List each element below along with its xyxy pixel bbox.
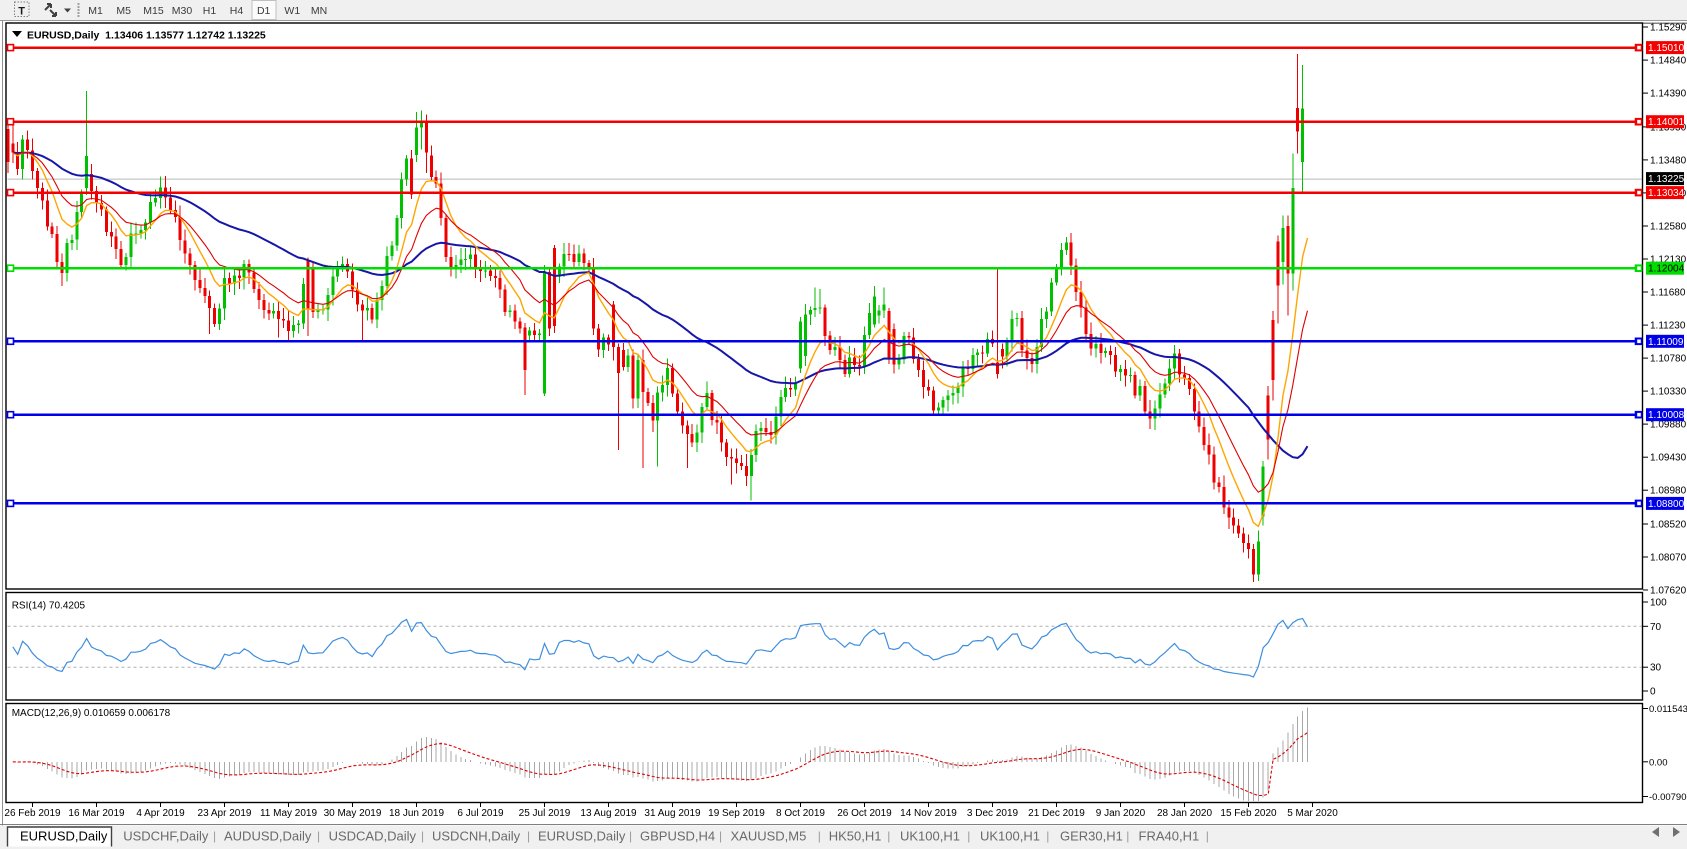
svg-text:1.09430: 1.09430	[1650, 453, 1687, 464]
svg-text:1.11009: 1.11009	[1648, 337, 1684, 348]
svg-text:1.11230: 1.11230	[1650, 321, 1686, 332]
svg-text:25 Jul 2019: 25 Jul 2019	[519, 808, 571, 819]
svg-text:USDCAD,Daily: USDCAD,Daily	[329, 829, 417, 844]
svg-text:EURUSD,Daily 1.13406 1.13577: EURUSD,Daily 1.13406 1.13577 1.12742 1.1…	[27, 30, 266, 42]
svg-text:USDCHF,Daily: USDCHF,Daily	[123, 829, 209, 844]
svg-text:1.08800: 1.08800	[1648, 499, 1685, 510]
svg-text:0.011543: 0.011543	[1649, 704, 1687, 715]
svg-text:|: |	[1046, 829, 1049, 843]
svg-text:1.13225: 1.13225	[1648, 174, 1685, 185]
svg-text:1.08980: 1.08980	[1650, 486, 1687, 497]
svg-text:0.00: 0.00	[1649, 757, 1668, 768]
svg-text:MN: MN	[311, 5, 327, 17]
svg-text:19 Sep 2019: 19 Sep 2019	[708, 808, 765, 819]
svg-text:-0.007908: -0.007908	[1649, 792, 1687, 803]
svg-text:26 Feb 2019: 26 Feb 2019	[4, 808, 61, 819]
svg-text:UK100,H1: UK100,H1	[900, 829, 960, 844]
svg-text:1.12580: 1.12580	[1650, 222, 1687, 233]
svg-text:EURUSD,Daily: EURUSD,Daily	[20, 829, 108, 844]
svg-text:|: |	[818, 829, 821, 843]
svg-text:UK100,H1: UK100,H1	[980, 829, 1040, 844]
svg-text:30 May 2019: 30 May 2019	[324, 808, 382, 819]
svg-text:16 Mar 2019: 16 Mar 2019	[68, 808, 125, 819]
svg-text:1.12130: 1.12130	[1650, 255, 1687, 266]
svg-text:4 Apr 2019: 4 Apr 2019	[136, 808, 185, 819]
svg-text:GBPUSD,H4: GBPUSD,H4	[640, 829, 715, 844]
svg-text:M15: M15	[143, 5, 164, 17]
svg-text:9 Jan 2020: 9 Jan 2020	[1096, 808, 1146, 819]
svg-text:5 Mar 2020: 5 Mar 2020	[1287, 808, 1338, 819]
svg-text:|: |	[967, 829, 970, 843]
svg-text:1.14001: 1.14001	[1648, 117, 1685, 128]
svg-text:1.13480: 1.13480	[1650, 155, 1687, 166]
svg-text:W1: W1	[284, 5, 300, 17]
svg-text:1.15290: 1.15290	[1650, 23, 1687, 34]
svg-text:H4: H4	[230, 5, 244, 17]
svg-text:21 Dec 2019: 21 Dec 2019	[1028, 808, 1085, 819]
svg-text:18 Jun 2019: 18 Jun 2019	[389, 808, 444, 819]
svg-text:13 Aug 2019: 13 Aug 2019	[580, 808, 637, 819]
svg-text:8 Oct 2019: 8 Oct 2019	[776, 808, 825, 819]
svg-text:|: |	[629, 829, 632, 843]
svg-text:USDCNH,Daily: USDCNH,Daily	[432, 829, 521, 844]
svg-text:23 Apr 2019: 23 Apr 2019	[198, 808, 252, 819]
svg-text:|: |	[1206, 829, 1209, 843]
svg-text:|: |	[527, 829, 530, 843]
svg-text:GER30,H1: GER30,H1	[1060, 829, 1123, 844]
svg-text:MACD(12,26,9) 0.010659 0.00617: MACD(12,26,9) 0.010659 0.006178	[12, 708, 171, 719]
svg-text:M1: M1	[88, 5, 103, 17]
svg-text:RSI(14) 70.4205: RSI(14) 70.4205	[12, 601, 86, 612]
svg-text:31 Aug 2019: 31 Aug 2019	[644, 808, 701, 819]
svg-text:1.14390: 1.14390	[1650, 89, 1687, 100]
svg-text:EURUSD,Daily: EURUSD,Daily	[538, 829, 626, 844]
svg-text:|: |	[421, 829, 424, 843]
svg-text:H1: H1	[203, 5, 217, 17]
svg-text:|: |	[719, 829, 722, 843]
svg-text:XAUUSD,M5: XAUUSD,M5	[731, 829, 807, 844]
svg-text:26 Oct 2019: 26 Oct 2019	[837, 808, 892, 819]
svg-text:T: T	[18, 5, 25, 17]
svg-text:1.08070: 1.08070	[1650, 553, 1687, 564]
svg-text:11 May 2019: 11 May 2019	[260, 808, 318, 819]
svg-text:|: |	[1126, 829, 1129, 843]
svg-text:1.12004: 1.12004	[1648, 264, 1685, 275]
svg-text:1.10008: 1.10008	[1648, 410, 1685, 421]
svg-text:M30: M30	[172, 5, 193, 17]
svg-text:1.14840: 1.14840	[1650, 56, 1687, 67]
svg-text:1.09880: 1.09880	[1650, 420, 1687, 431]
svg-text:15 Feb 2020: 15 Feb 2020	[1220, 808, 1277, 819]
svg-text:|: |	[317, 829, 320, 843]
svg-text:M5: M5	[116, 5, 131, 17]
svg-text:FRA40,H1: FRA40,H1	[1139, 829, 1200, 844]
svg-text:1.07620: 1.07620	[1650, 586, 1687, 597]
svg-text:1.10780: 1.10780	[1650, 354, 1687, 365]
svg-text:6 Jul 2019: 6 Jul 2019	[457, 808, 504, 819]
svg-text:1.08520: 1.08520	[1650, 520, 1687, 531]
svg-text:14 Nov 2019: 14 Nov 2019	[900, 808, 957, 819]
svg-text:AUDUSD,Daily: AUDUSD,Daily	[224, 829, 312, 844]
svg-text:HK50,H1: HK50,H1	[829, 829, 882, 844]
svg-text:D1: D1	[257, 5, 271, 17]
svg-text:30: 30	[1650, 663, 1662, 674]
svg-text:3 Dec 2019: 3 Dec 2019	[967, 808, 1019, 819]
svg-text:1.10330: 1.10330	[1650, 387, 1687, 398]
svg-text:1.11680: 1.11680	[1650, 288, 1686, 299]
svg-text:1.13034: 1.13034	[1648, 188, 1685, 199]
svg-text:0: 0	[1650, 687, 1656, 698]
svg-text:|: |	[213, 829, 216, 843]
svg-text:1.15010: 1.15010	[1648, 43, 1685, 54]
svg-text:70: 70	[1650, 622, 1662, 633]
svg-text:100: 100	[1650, 598, 1667, 609]
svg-text:|: |	[887, 829, 890, 843]
svg-text:28 Jan 2020: 28 Jan 2020	[1157, 808, 1212, 819]
